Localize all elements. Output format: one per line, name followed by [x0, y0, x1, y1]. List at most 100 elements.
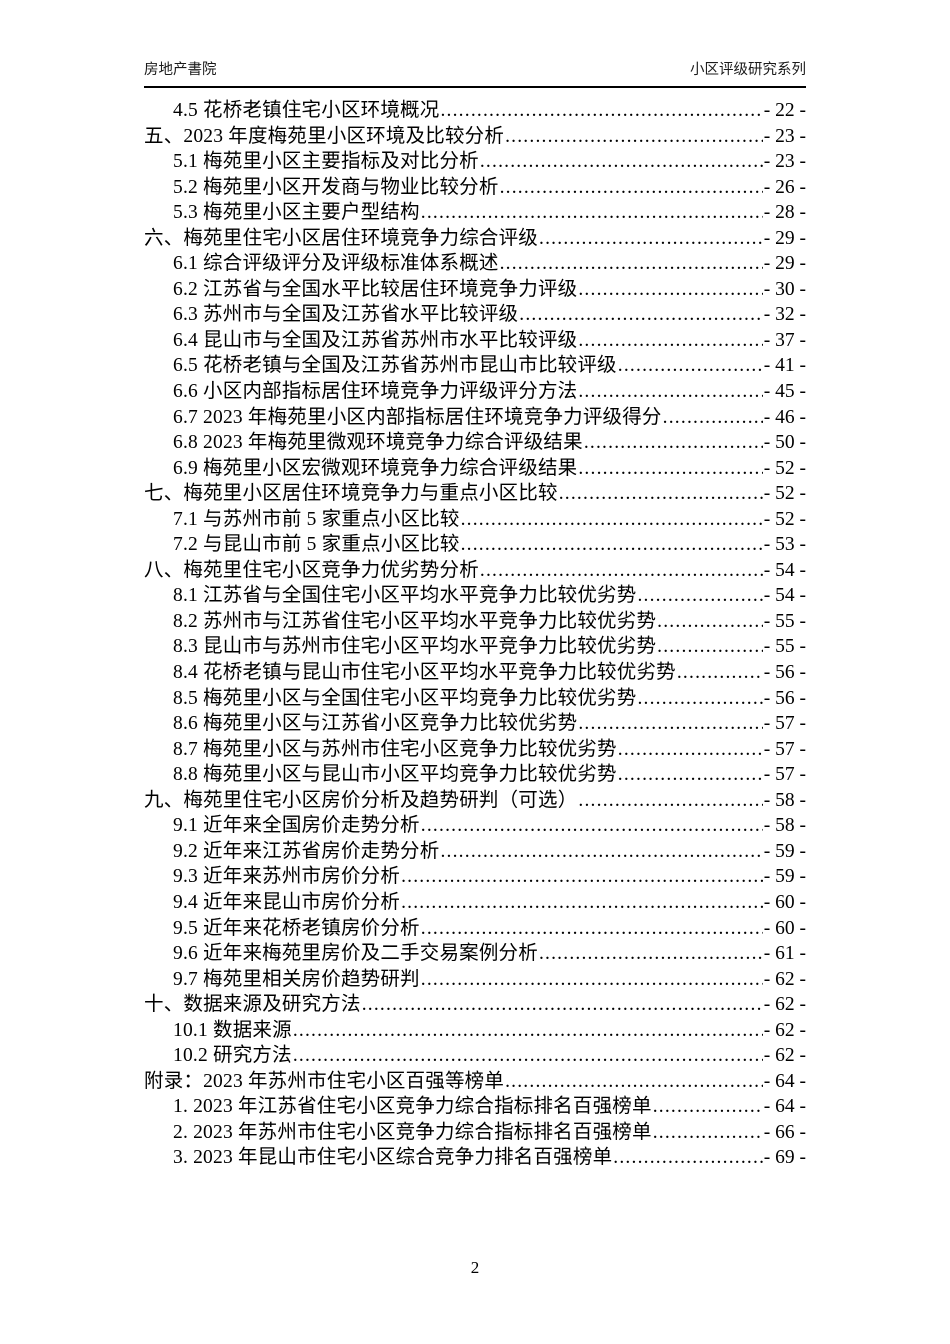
toc-leader-dots: [578, 277, 762, 303]
toc-leader-dots: [500, 175, 763, 201]
toc-leader-dots: [401, 890, 763, 916]
toc-entry[interactable]: 6.8 2023 年梅苑里微观环境竞争力综合评级结果 - 50 -: [144, 430, 806, 456]
toc-entry[interactable]: 6.3 苏州市与全国及江苏省水平比较评级 - 32 -: [144, 302, 806, 328]
toc-entry[interactable]: 8.4 花桥老镇与昆山市住宅小区平均水平竞争力比较优劣势 - 56 -: [144, 660, 806, 686]
toc-entry[interactable]: 8.8 梅苑里小区与昆山市小区平均竞争力比较优劣势 - 57 -: [144, 762, 806, 788]
toc-leader-dots: [657, 634, 763, 660]
toc-entry[interactable]: 6.9 梅苑里小区宏微观环境竞争力综合评级结果 - 52 -: [144, 456, 806, 482]
toc-entry[interactable]: 7.2 与昆山市前 5 家重点小区比较 - 53 -: [144, 532, 806, 558]
toc-entry[interactable]: 6.1 综合评级评分及评级标准体系概述 - 29 -: [144, 251, 806, 277]
toc-entry-page: - 52 -: [763, 508, 806, 530]
toc-entry-label: 8.3 昆山市与苏州市住宅小区平均水平竞争力比较优劣势: [173, 636, 657, 658]
toc-leader-dots: [421, 916, 763, 942]
toc-leader-dots: [519, 302, 762, 328]
toc-entry[interactable]: 1. 2023 年江苏省住宅小区竞争力综合指标排名百强榜单 - 64 -: [144, 1094, 806, 1120]
header-right-text: 小区评级研究系列: [690, 62, 806, 78]
toc-entry-label: 6.5 花桥老镇与全国及江苏省苏州市昆山市比较评级: [173, 355, 617, 377]
toc-entry[interactable]: 3. 2023 年昆山市住宅小区综合竞争力排名百强榜单 - 69 -: [144, 1145, 806, 1171]
toc-entry-page: - 41 -: [763, 355, 806, 377]
toc-entry[interactable]: 8.6 梅苑里小区与江苏省小区竞争力比较优劣势 - 57 -: [144, 711, 806, 737]
toc-entry[interactable]: 6.7 2023 年梅苑里小区内部指标居住环境竞争力评级得分 - 46 -: [144, 405, 806, 431]
toc-entry[interactable]: 9.3 近年来苏州市房价分析 - 59 -: [144, 864, 806, 890]
toc-entry-label: 7.1 与苏州市前 5 家重点小区比较: [173, 508, 460, 530]
toc-entry[interactable]: 8.2 苏州市与江苏省住宅小区平均水平竞争力比较优劣势 - 55 -: [144, 609, 806, 635]
toc-entry-page: - 32 -: [763, 304, 806, 326]
toc-entry-label: 5.2 梅苑里小区开发商与物业比较分析: [173, 176, 499, 198]
toc-entry-page: - 56 -: [763, 687, 806, 709]
toc-entry[interactable]: 10.2 研究方法 - 62 -: [144, 1043, 806, 1069]
toc-leader-dots: [618, 353, 763, 379]
toc-entry[interactable]: 附录：2023 年苏州市住宅小区百强等榜单 - 64 -: [144, 1069, 806, 1095]
toc-entry-page: - 30 -: [763, 278, 806, 300]
toc-entry[interactable]: 6.5 花桥老镇与全国及江苏省苏州市昆山市比较评级 - 41 -: [144, 353, 806, 379]
toc-entry-page: - 55 -: [763, 610, 806, 632]
toc-entry-page: - 62 -: [763, 968, 806, 990]
toc-entry-label: 2. 2023 年苏州市住宅小区竞争力综合指标排名百强榜单: [173, 1121, 652, 1143]
toc-entry-page: - 46 -: [763, 406, 806, 428]
toc-entry[interactable]: 10.1 数据来源 - 62 -: [144, 1018, 806, 1044]
toc-entry-page: - 64 -: [763, 1070, 806, 1092]
toc-entry-label: 附录：2023 年苏州市住宅小区百强等榜单: [144, 1070, 505, 1092]
toc-leader-dots: [461, 507, 763, 533]
toc-entry[interactable]: 9.6 近年来梅苑里房价及二手交易案例分析 - 61 -: [144, 941, 806, 967]
toc-leader-dots: [440, 839, 762, 865]
toc-leader-dots: [421, 813, 763, 839]
toc-entry[interactable]: 九、梅苑里住宅小区房价分析及趋势研判（可选） - 58 -: [144, 788, 806, 814]
toc-entry[interactable]: 8.3 昆山市与苏州市住宅小区平均水平竞争力比较优劣势 - 55 -: [144, 634, 806, 660]
toc-leader-dots: [505, 1069, 763, 1095]
toc-leader-dots: [293, 1043, 763, 1069]
toc-entry-label: 7.2 与昆山市前 5 家重点小区比较: [173, 534, 460, 556]
toc-entry-page: - 64 -: [763, 1096, 806, 1118]
toc-entry[interactable]: 8.1 江苏省与全国住宅小区平均水平竞争力比较优劣势 - 54 -: [144, 583, 806, 609]
toc-entry-label: 6.6 小区内部指标居住环境竞争力评级评分方法: [173, 381, 578, 403]
toc-entry[interactable]: 5.2 梅苑里小区开发商与物业比较分析 - 26 -: [144, 175, 806, 201]
toc-entry[interactable]: 7.1 与苏州市前 5 家重点小区比较 - 52 -: [144, 507, 806, 533]
toc-entry-page: - 57 -: [763, 713, 806, 735]
toc-entry[interactable]: 9.5 近年来花桥老镇房价分析 - 60 -: [144, 916, 806, 942]
toc-entry-page: - 37 -: [763, 329, 806, 351]
toc-entry-label: 9.6 近年来梅苑里房价及二手交易案例分析: [173, 943, 538, 965]
toc-entry-page: - 54 -: [763, 559, 806, 581]
toc-entry[interactable]: 2. 2023 年苏州市住宅小区竞争力综合指标排名百强榜单 - 66 -: [144, 1120, 806, 1146]
toc-leader-dots: [401, 864, 763, 890]
toc-entry[interactable]: 6.4 昆山市与全国及江苏省苏州市水平比较评级 - 37 -: [144, 328, 806, 354]
toc-leader-dots: [293, 1018, 763, 1044]
toc-entry[interactable]: 七、梅苑里小区居住环境竞争力与重点小区比较 - 52 -: [144, 481, 806, 507]
toc-entry-page: - 59 -: [763, 866, 806, 888]
toc-entry[interactable]: 十、数据来源及研究方法 - 62 -: [144, 992, 806, 1018]
toc-leader-dots: [578, 788, 762, 814]
toc-entry-page: - 59 -: [763, 840, 806, 862]
toc-entry[interactable]: 8.7 梅苑里小区与苏州市住宅小区竞争力比较优劣势 - 57 -: [144, 737, 806, 763]
toc-entry[interactable]: 5.1 梅苑里小区主要指标及对比分析 - 23 -: [144, 149, 806, 175]
toc-leader-dots: [480, 149, 763, 175]
toc-entry-label: 6.8 2023 年梅苑里微观环境竞争力综合评级结果: [173, 432, 583, 454]
toc-leader-dots: [461, 532, 763, 558]
toc-entry[interactable]: 6.2 江苏省与全国水平比较居住环境竞争力评级 - 30 -: [144, 277, 806, 303]
toc-entry[interactable]: 9.4 近年来昆山市房价分析 - 60 -: [144, 890, 806, 916]
toc-entry-page: - 50 -: [763, 432, 806, 454]
toc-entry-label: 9.1 近年来全国房价走势分析: [173, 815, 420, 837]
toc-entry[interactable]: 9.7 梅苑里相关房价趋势研判 - 62 -: [144, 967, 806, 993]
toc-entry-page: - 69 -: [763, 1147, 806, 1169]
toc-entry[interactable]: 4.5 花桥老镇住宅小区环境概况 - 22 -: [144, 98, 806, 124]
toc-leader-dots: [578, 456, 762, 482]
toc-entry[interactable]: 六、梅苑里住宅小区居住环境竞争力综合评级 - 29 -: [144, 226, 806, 252]
toc-leader-dots: [618, 737, 763, 763]
toc-entry-label: 5.3 梅苑里小区主要户型结构: [173, 202, 420, 224]
toc-entry-label: 3. 2023 年昆山市住宅小区综合竞争力排名百强榜单: [173, 1147, 613, 1169]
toc-entry[interactable]: 9.2 近年来江苏省房价走势分析 - 59 -: [144, 839, 806, 865]
toc-leader-dots: [637, 583, 762, 609]
toc-entry[interactable]: 五、2023 年度梅苑里小区环境及比较分析 - 23 -: [144, 124, 806, 150]
toc-entry[interactable]: 6.6 小区内部指标居住环境竞争力评级评分方法 - 45 -: [144, 379, 806, 405]
toc-entry[interactable]: 八、梅苑里住宅小区竞争力优劣势分析 - 54 -: [144, 558, 806, 584]
toc-entry[interactable]: 5.3 梅苑里小区主要户型结构 - 28 -: [144, 200, 806, 226]
toc-entry[interactable]: 8.5 梅苑里小区与全国住宅小区平均竞争力比较优劣势 - 56 -: [144, 686, 806, 712]
toc-entry-page: - 26 -: [763, 176, 806, 198]
toc-leader-dots: [578, 328, 762, 354]
footer-page-number: 2: [470, 1258, 480, 1277]
toc-leader-dots: [362, 992, 763, 1018]
toc-entry[interactable]: 9.1 近年来全国房价走势分析 - 58 -: [144, 813, 806, 839]
toc-entry-page: - 57 -: [763, 764, 806, 786]
toc-leader-dots: [653, 1094, 763, 1120]
